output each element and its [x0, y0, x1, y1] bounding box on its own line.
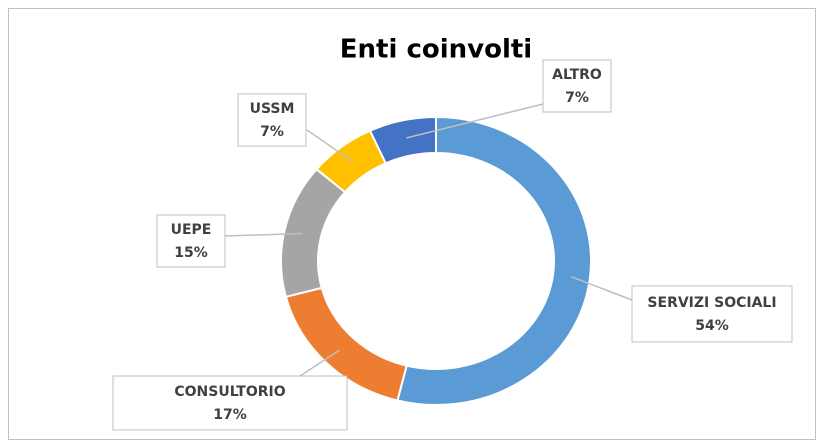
donut-segment [368, 115, 437, 165]
value-label: 15% [174, 245, 208, 261]
leader-line [306, 129, 353, 163]
category-label: UEPE [171, 222, 212, 238]
leader-line [224, 232, 303, 237]
value-label: 7% [565, 90, 589, 106]
label-box [631, 285, 793, 343]
category-label: ALTRO [552, 67, 602, 83]
donut-segment [396, 115, 592, 406]
leader-line [299, 349, 340, 377]
leader-line [571, 276, 633, 301]
value-label: 17% [213, 407, 247, 423]
value-label: 54% [695, 318, 729, 334]
label-box [156, 214, 226, 268]
label-box [237, 93, 307, 147]
category-label: CONSULTORIO [174, 384, 285, 400]
leader-line [406, 103, 544, 139]
value-label: 7% [260, 124, 284, 140]
category-label: USSM [250, 101, 295, 117]
chart-title: Enti coinvolti [340, 35, 532, 65]
category-label: SERVIZI SOCIALI [647, 295, 776, 311]
label-box [112, 375, 348, 431]
label-box [542, 59, 612, 113]
